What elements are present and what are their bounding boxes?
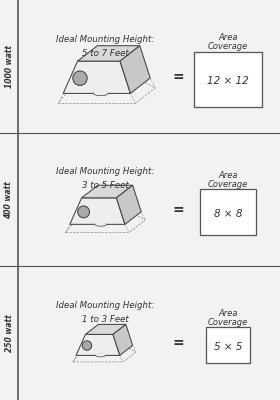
Text: =: = xyxy=(172,203,184,217)
Text: 5 to 7 Feet: 5 to 7 Feet xyxy=(82,48,128,58)
Ellipse shape xyxy=(82,341,92,350)
Text: =: = xyxy=(172,70,184,84)
Text: 3 to 5 Feet: 3 to 5 Feet xyxy=(82,182,128,190)
Ellipse shape xyxy=(95,222,107,226)
Text: Area: Area xyxy=(218,171,238,180)
Text: Ideal Mounting Height:: Ideal Mounting Height: xyxy=(56,168,154,176)
Text: Coverage: Coverage xyxy=(208,318,248,327)
Text: 12 × 12: 12 × 12 xyxy=(207,76,249,86)
Text: Coverage: Coverage xyxy=(208,180,248,189)
Polygon shape xyxy=(116,185,141,224)
Text: Ideal Mounting Height:: Ideal Mounting Height: xyxy=(56,34,154,44)
Ellipse shape xyxy=(78,206,90,218)
Ellipse shape xyxy=(94,91,108,96)
Polygon shape xyxy=(113,324,133,356)
Bar xyxy=(200,190,256,234)
Bar xyxy=(194,52,262,106)
Polygon shape xyxy=(85,324,126,334)
Text: 5 × 5: 5 × 5 xyxy=(214,342,242,352)
Polygon shape xyxy=(70,198,125,224)
Ellipse shape xyxy=(96,353,105,356)
Text: 1000 watt: 1000 watt xyxy=(4,46,13,88)
Polygon shape xyxy=(63,61,130,93)
Polygon shape xyxy=(76,334,120,356)
Ellipse shape xyxy=(96,354,105,357)
Text: Ideal Mounting Height:: Ideal Mounting Height: xyxy=(56,300,154,310)
Text: Area: Area xyxy=(218,33,238,42)
Text: Coverage: Coverage xyxy=(208,42,248,51)
Polygon shape xyxy=(82,185,133,198)
Text: 400 watt: 400 watt xyxy=(4,181,13,219)
Polygon shape xyxy=(120,46,150,93)
Text: 1 to 3 Feet: 1 to 3 Feet xyxy=(82,314,128,324)
Text: =: = xyxy=(172,336,184,350)
Bar xyxy=(206,327,250,363)
Ellipse shape xyxy=(94,90,108,94)
Ellipse shape xyxy=(95,222,107,225)
Text: 8 × 8: 8 × 8 xyxy=(214,209,242,219)
Text: 250 watt: 250 watt xyxy=(4,314,13,352)
Polygon shape xyxy=(78,46,140,61)
Text: Area: Area xyxy=(218,309,238,318)
Ellipse shape xyxy=(73,71,87,86)
